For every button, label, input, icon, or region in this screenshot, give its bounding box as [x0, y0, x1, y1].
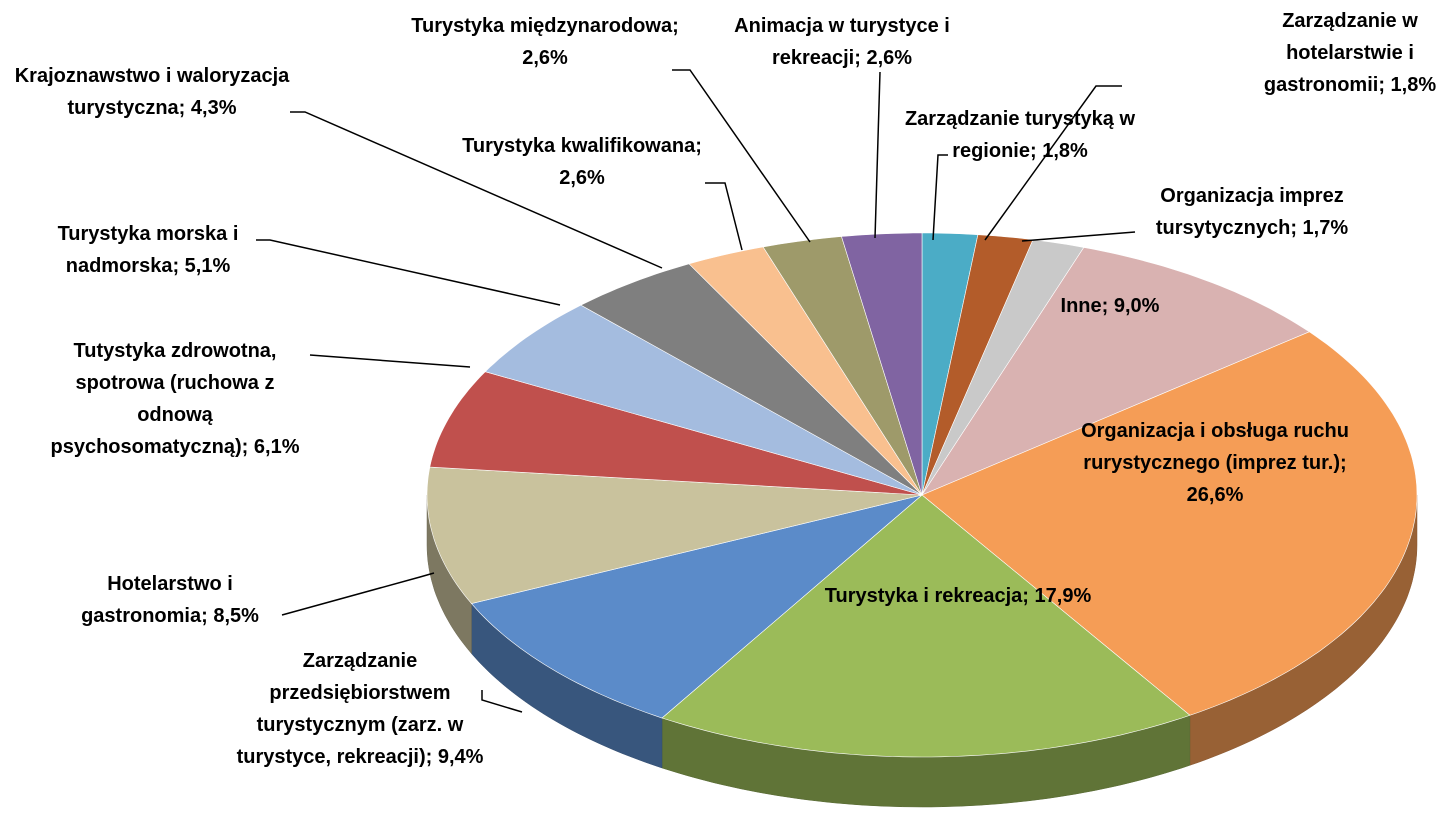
leader-line	[481, 690, 523, 713]
leader-line	[672, 69, 811, 243]
data-label: Turystyka morska i nadmorska; 5,1%	[57, 223, 239, 277]
leader-line	[1021, 231, 1136, 242]
leader-line	[281, 572, 435, 616]
pie-slice	[470, 494, 923, 719]
data-label: Animacja w turystyce i rekreacji; 2,6%	[734, 15, 950, 69]
data-label: Zarządzanie turystyką w regionie; 1,8%	[904, 108, 1136, 162]
leader-line	[309, 354, 471, 368]
leader-line	[932, 154, 948, 241]
pie-slice	[688, 246, 923, 496]
data-label: Tutystyka zdrowotna, spotrowa (ruchowa z…	[50, 340, 300, 458]
leader-line	[874, 71, 881, 239]
data-label: Turystyka międzynarodowa; 2,6%	[411, 15, 679, 69]
data-label: Organizacja imprez tursytycznych; 1,7%	[1155, 185, 1349, 239]
data-label: Inne; 9,0%	[1060, 295, 1160, 317]
pie-slice	[762, 236, 923, 496]
pie-slice	[921, 234, 1034, 496]
pie-slice	[426, 466, 923, 604]
leader-line	[290, 111, 663, 269]
leader-line	[984, 85, 1122, 241]
data-label: Krajoznawstwo i waloryzacja turystyczna;…	[14, 65, 290, 119]
pie-slice	[429, 371, 923, 496]
pie-slice	[921, 247, 1310, 496]
pie-slice	[921, 331, 1418, 716]
leader-lines	[256, 69, 1136, 713]
pie-slice	[580, 263, 923, 496]
data-label: Turystyka i rekreacja; 17,9%	[824, 585, 1092, 607]
pie-slice	[841, 232, 923, 496]
leader-line	[256, 239, 561, 306]
pie-slice	[661, 494, 1191, 758]
data-label: Hotelarstwo i gastronomia; 8,5%	[81, 573, 259, 627]
pie-slice	[484, 304, 923, 496]
data-label: Organizacja i obsługa ruchu rurystyczneg…	[1081, 420, 1349, 506]
data-label: Zarządzanie w hotelarstwie i gastronomii…	[1263, 10, 1437, 96]
leader-line	[705, 182, 743, 251]
data-label: Turystyka kwalifikowana; 2,6%	[462, 135, 702, 189]
data-label: Zarządzanie przedsiębiorstwem turystyczn…	[236, 650, 484, 768]
